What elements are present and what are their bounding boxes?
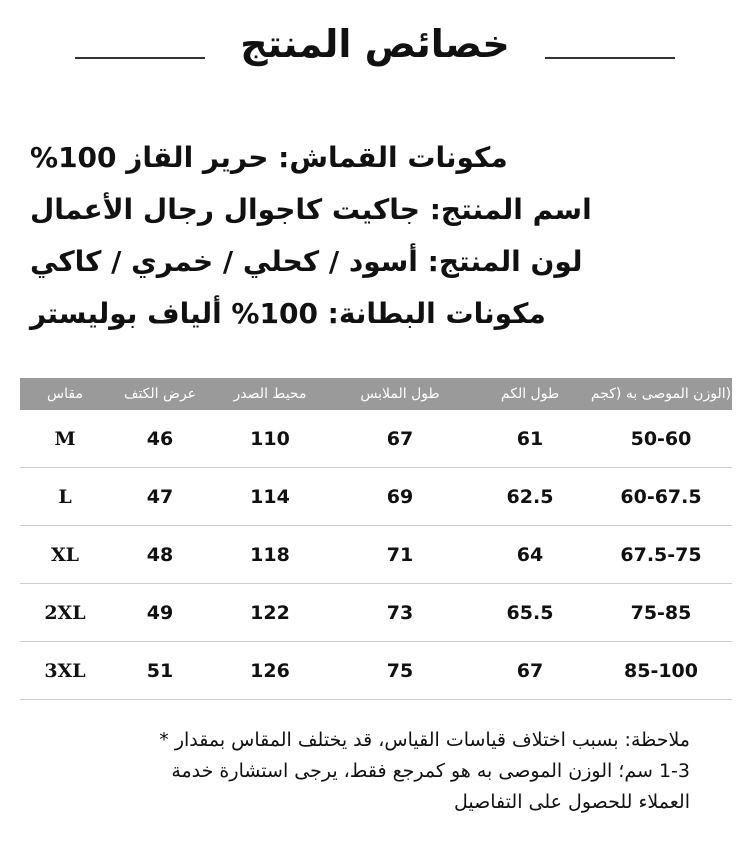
spec-lining: مكونات البطانة: 100% ألياف بوليستر bbox=[30, 297, 546, 330]
table-cell: 47 bbox=[110, 467, 210, 526]
table-cell: 110 bbox=[210, 410, 330, 468]
title-section: خصائص المنتج bbox=[0, 22, 750, 82]
note-line: 1-3 سم؛ الوزن الموصى به هو كمرجع فقط، ير… bbox=[171, 760, 690, 782]
table-cell: 49 bbox=[110, 583, 210, 642]
table-cell: 48 bbox=[110, 525, 210, 584]
table-cell: 126 bbox=[210, 641, 330, 700]
note-line: ملاحظة: بسبب اختلاف قياسات القياس، قد يخ… bbox=[159, 729, 690, 751]
table-cell: 71 bbox=[330, 525, 470, 584]
table-cell: 118 bbox=[210, 525, 330, 584]
spec-fabric: مكونات القماش: حرير القاز 100% bbox=[30, 141, 508, 174]
table-row: 2XL 49 122 73 65.5 75-85 bbox=[20, 583, 732, 642]
spec-list: مكونات القماش: حرير القاز 100% اسم المنت… bbox=[30, 138, 720, 346]
table-cell: 69 bbox=[330, 467, 470, 526]
table-row: XL 48 118 71 64 67.5-75 bbox=[20, 525, 732, 584]
table-cell: 114 bbox=[210, 467, 330, 526]
table-cell: 50-60 bbox=[590, 410, 732, 468]
table-cell: 65.5 bbox=[470, 583, 590, 642]
table-cell: 67 bbox=[470, 641, 590, 700]
table-cell: 75 bbox=[330, 641, 470, 700]
table-cell: 2XL bbox=[20, 583, 110, 642]
table-cell: M bbox=[20, 410, 110, 468]
table-cell: XL bbox=[20, 525, 110, 584]
table-row: L 47 114 69 62.5 60-67.5 bbox=[20, 467, 732, 526]
table-cell: 60-67.5 bbox=[590, 467, 732, 526]
divider-right bbox=[545, 57, 675, 59]
spec-color: لون المنتج: أسود / كحلي / خمري / كاكي bbox=[30, 245, 583, 278]
table-cell: 122 bbox=[210, 583, 330, 642]
table-cell: 67 bbox=[330, 410, 470, 468]
size-table: مقاس عرض الكتف محيط الصدر طول الملابس طول ال… bbox=[20, 378, 732, 700]
table-cell: 46 bbox=[110, 410, 210, 468]
table-cell: 75-85 bbox=[590, 583, 732, 642]
column-header: عرض الكتف bbox=[110, 378, 210, 410]
table-cell: 62.5 bbox=[470, 467, 590, 526]
table-cell: 51 bbox=[110, 641, 210, 700]
table-cell: 61 bbox=[470, 410, 590, 468]
spec-name: اسم المنتج: جاكيت كاجوال رجال الأعمال bbox=[30, 193, 592, 226]
table-cell: L bbox=[20, 467, 110, 526]
table-cell: 3XL bbox=[20, 641, 110, 700]
table-cell: 67.5-75 bbox=[590, 525, 732, 584]
note: ملاحظة: بسبب اختلاف قياسات القياس، قد يخ… bbox=[50, 725, 690, 818]
page-title: خصائص المنتج bbox=[240, 22, 510, 66]
table-cell: 73 bbox=[330, 583, 470, 642]
column-header: مقاس bbox=[20, 378, 110, 410]
column-header: طول الملابس bbox=[330, 378, 470, 410]
table-cell: 64 bbox=[470, 525, 590, 584]
divider-left bbox=[75, 57, 205, 59]
table-row: M 46 110 67 61 50-60 bbox=[20, 410, 732, 468]
table-cell: 85-100 bbox=[590, 641, 732, 700]
table-header: مقاس عرض الكتف محيط الصدر طول الملابس طول ال… bbox=[20, 378, 732, 410]
column-header: (الوزن الموصى به (كجم bbox=[590, 378, 732, 410]
column-header: طول الكم bbox=[470, 378, 590, 410]
note-line: العملاء للحصول على التفاصيل bbox=[454, 791, 690, 813]
table-row: 3XL 51 126 75 67 85-100 bbox=[20, 641, 732, 700]
column-header: محيط الصدر bbox=[210, 378, 330, 410]
